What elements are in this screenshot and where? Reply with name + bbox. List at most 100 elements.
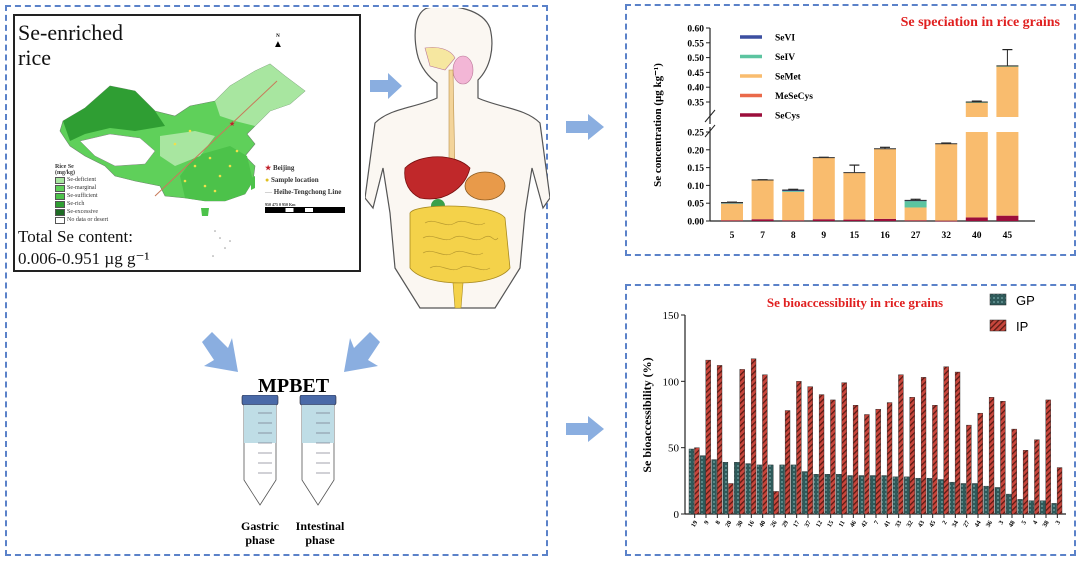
bar-gp (722, 462, 729, 515)
bar-gp (1006, 493, 1012, 515)
axis-break-mark (704, 124, 716, 138)
northeast-region (215, 64, 305, 126)
bar-gp (756, 464, 763, 515)
y-tick-label: 0.15 (687, 164, 704, 174)
bar-segment-secys (812, 219, 835, 221)
bar-gp (1017, 499, 1023, 515)
bar-ip (1022, 450, 1029, 515)
speciation-panel (625, 4, 1076, 256)
x-tick-label: 40 (972, 231, 982, 241)
bar-ip (694, 447, 700, 515)
legend-label: Se-deficient (67, 177, 96, 183)
chart-title: Se speciation in rice grains (901, 15, 1061, 30)
bar-ip (988, 397, 995, 515)
y-tick-label: 0.10 (687, 182, 704, 192)
bar-ip (864, 414, 870, 515)
bar-segment-secys (782, 220, 805, 222)
map-legend-item: Se-deficient (55, 176, 108, 184)
arrow-map-to-human-icon (370, 73, 402, 99)
x-tick-label: 8 (791, 231, 796, 241)
legend-label: Se-sufficient (67, 193, 98, 199)
y-tick-label: 0.60 (687, 25, 704, 35)
legend-swatch (55, 176, 65, 184)
x-tick-label: 3 (1054, 519, 1062, 526)
arrow-to-speciation-icon (566, 114, 604, 140)
bar-gp (768, 464, 774, 515)
legend-label: SeIV (775, 53, 795, 63)
x-tick-label: 37 (803, 519, 813, 529)
bar-gp (700, 455, 706, 515)
y-tick-label: 0.45 (687, 69, 704, 79)
bar-segment-secys (935, 220, 958, 222)
x-tick-label: 17 (792, 519, 802, 529)
bar-ip (841, 382, 847, 515)
intestines (409, 205, 511, 284)
x-tick-label: 27 (962, 519, 972, 529)
bar-gp (1028, 500, 1035, 515)
bar-gp (960, 483, 967, 515)
tubes (241, 395, 337, 506)
line-icon: — (265, 188, 272, 196)
bar-ip (977, 412, 983, 515)
bar-ip (898, 374, 904, 515)
bar-ip (932, 405, 938, 515)
y-tick-label: 0.00 (687, 218, 704, 228)
bar-segment-semet (874, 148, 896, 219)
bar-ip (1045, 399, 1051, 515)
legend-label: No data or desert (67, 217, 109, 223)
x-tick-label: 16 (880, 231, 890, 241)
left-panel (5, 5, 548, 556)
bar-gp (779, 464, 785, 515)
x-tick-label: 48 (1007, 519, 1017, 529)
bar-segment-secys (721, 220, 743, 222)
legend-label: Se-marginal (67, 185, 97, 191)
y-axis-label: Se bioaccessibility (%) (640, 357, 654, 472)
gastric-tube (241, 395, 279, 506)
bar-segment-secys (965, 217, 988, 221)
bar-ip (728, 483, 734, 515)
bar-segment-semet (996, 66, 1019, 117)
bar-gp (745, 463, 751, 515)
y-tick-label: 0 (674, 509, 680, 521)
northwest-region (63, 86, 165, 141)
y-tick-label: 0.50 (687, 54, 704, 64)
bar-gp (994, 487, 1001, 515)
x-tick-label: 46 (849, 519, 859, 529)
y-tick-label: 0.35 (687, 99, 704, 109)
x-tick-label: 26 (769, 519, 779, 529)
bar-ip (1034, 439, 1040, 515)
x-tick-label: 36 (985, 519, 995, 529)
bar-segment-semet (843, 172, 866, 220)
map-legend-item: No data or desert (55, 216, 108, 224)
liver (404, 156, 471, 200)
y-tick-label: 0.20 (687, 146, 704, 156)
arrow-to-bioaccessibility-icon (566, 416, 604, 442)
bar-ip (830, 399, 836, 515)
bar-ip (966, 424, 972, 515)
bar-gp (904, 476, 910, 515)
beijing-icon: ★ (265, 164, 272, 172)
legend-swatch (55, 192, 65, 200)
bar-ip (1011, 428, 1017, 515)
legend-title: Rice Se (mg/kg) (55, 164, 75, 176)
legend-swatch (55, 200, 65, 208)
bar-segment-semet (812, 157, 835, 220)
intestinal-phase-label: Intestinal phase (295, 519, 345, 547)
marker-beijing: Beijing (273, 164, 295, 172)
x-tick-label: 5 (1020, 519, 1028, 526)
legend-swatch (55, 184, 65, 192)
bar-ip (943, 366, 949, 515)
bar-ip (1056, 467, 1063, 515)
legend-label: Se-rich (67, 201, 85, 207)
y-tick-label: 0.05 (687, 200, 704, 210)
total-se-range: 0.006-0.951 µg g⁻¹ (18, 249, 150, 268)
y-tick-label: 0.25 (687, 129, 704, 139)
bar-ip (920, 377, 927, 515)
north-arrow-icon: N ▲ (273, 34, 283, 50)
x-tick-label: 45 (928, 519, 938, 529)
map-legend-item: Se-marginal (55, 184, 108, 192)
bar-ip (762, 374, 768, 515)
bar-gp (836, 474, 842, 515)
scale-label: 950 475 0 950 Km (265, 202, 296, 207)
